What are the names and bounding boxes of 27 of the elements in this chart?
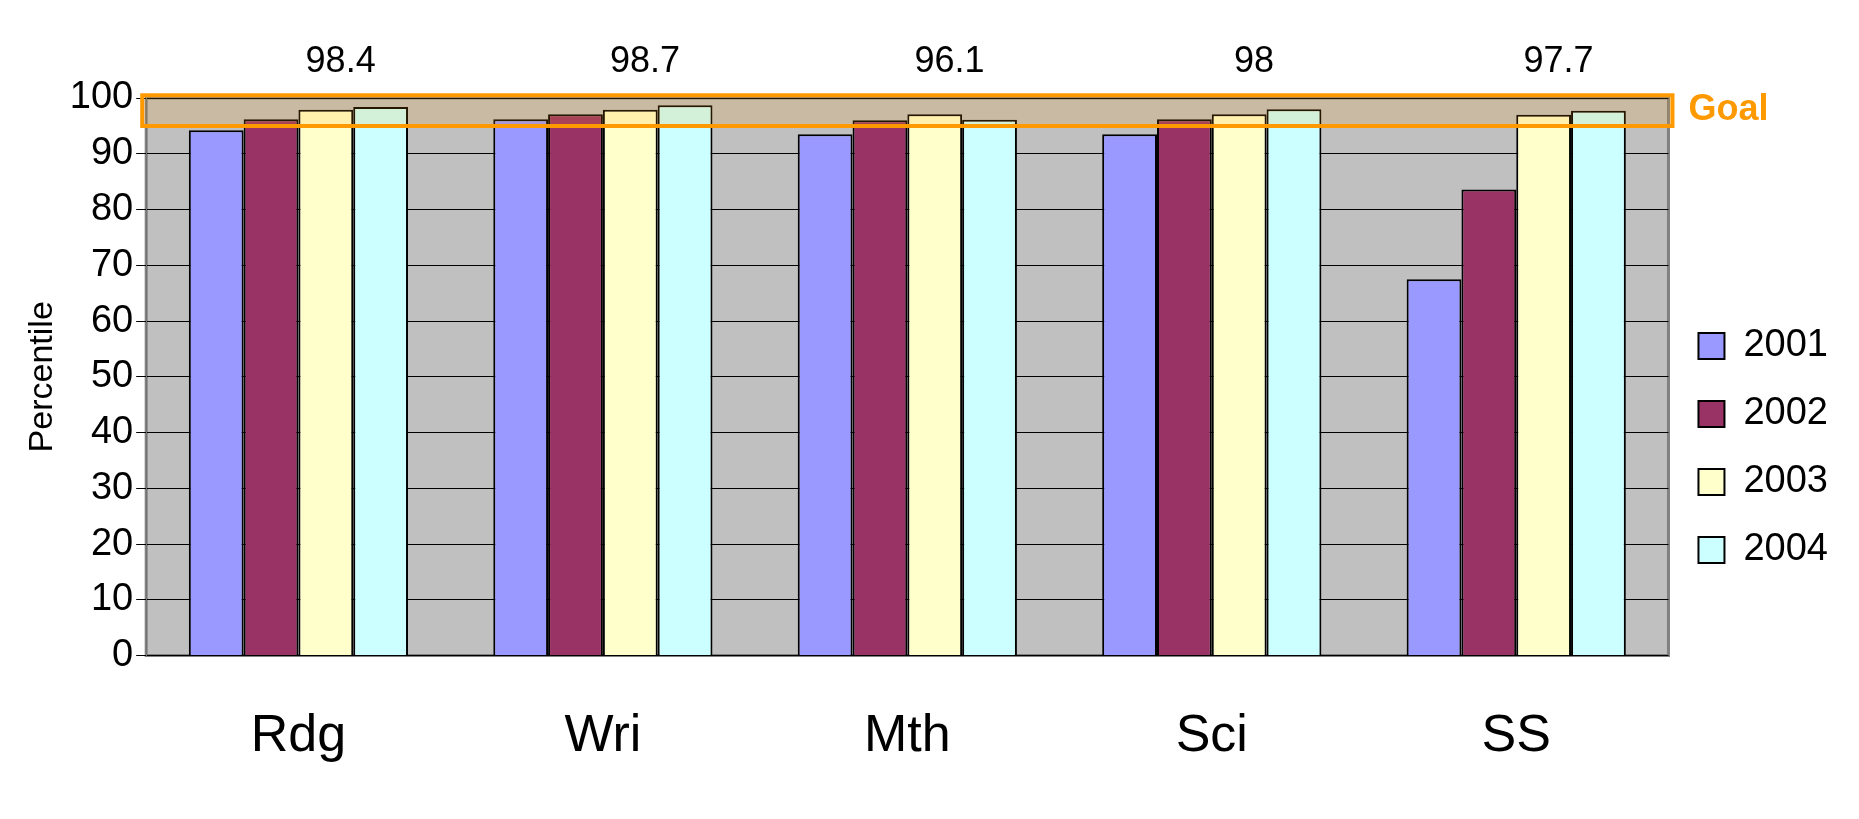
data-label: 96.1 bbox=[914, 38, 985, 80]
legend-label: 2001 bbox=[1743, 322, 1829, 365]
legend-label: 2002 bbox=[1743, 390, 1829, 433]
y-tick-label: 80 bbox=[90, 186, 134, 228]
y-tick-label: 30 bbox=[90, 464, 134, 507]
y-tick-label: 40 bbox=[90, 409, 134, 452]
band-label: Goal bbox=[1688, 87, 1769, 129]
legend-label: 2004 bbox=[1743, 526, 1829, 569]
y-tick-label: 70 bbox=[90, 241, 134, 284]
x-tick-label: Mth bbox=[863, 704, 951, 763]
y-tick-label: 20 bbox=[90, 520, 134, 563]
y-tick-label: 50 bbox=[90, 353, 134, 396]
x-tick-label: SS bbox=[1481, 704, 1551, 763]
x-tick-label: Wri bbox=[564, 704, 642, 763]
data-label: 98 bbox=[1233, 38, 1275, 80]
y-tick-label: 60 bbox=[90, 297, 134, 340]
data-label: 98.7 bbox=[610, 38, 681, 80]
data-label: 98.4 bbox=[305, 38, 376, 80]
x-tick-label: Rdg bbox=[250, 704, 347, 763]
data-label: 97.7 bbox=[1523, 38, 1594, 80]
y-tick-label: 100 bbox=[69, 74, 134, 117]
y-axis-title: Percentile bbox=[20, 301, 59, 453]
y-tick-label: 0 bbox=[112, 632, 134, 675]
x-tick-label: Sci bbox=[1175, 704, 1248, 763]
legend-label: 2003 bbox=[1743, 458, 1829, 501]
y-tick-label: 10 bbox=[90, 576, 134, 619]
y-tick-label: 90 bbox=[90, 130, 134, 173]
